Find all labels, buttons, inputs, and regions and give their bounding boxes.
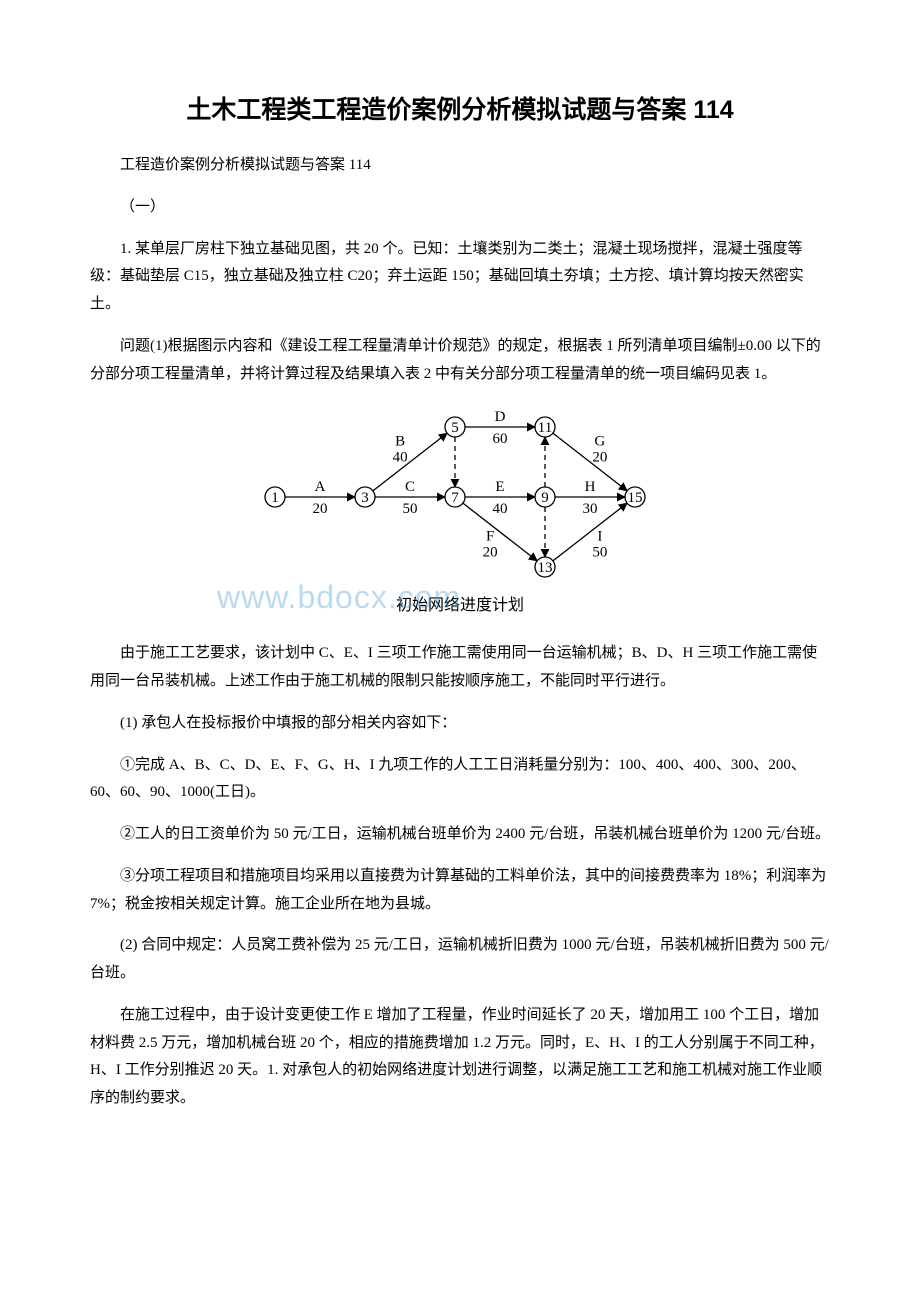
paragraph-2: 问题(1)根据图示内容和《建设工程工程量清单计价规范》的规定，根据表 1 所列清… (90, 333, 830, 389)
svg-text:H: H (585, 479, 596, 495)
section-marker: （一） (90, 194, 830, 222)
svg-text:C: C (405, 479, 415, 495)
svg-text:F: F (486, 529, 494, 545)
svg-text:40: 40 (393, 450, 408, 466)
svg-text:50: 50 (403, 501, 418, 517)
svg-text:30: 30 (583, 501, 598, 517)
svg-text:初始网络进度计划: 初始网络进度计划 (396, 595, 524, 614)
svg-text:I: I (597, 529, 602, 545)
network-diagram-box: A20B40C50D60E40F20G20H30I5013579111315初始… (255, 402, 665, 622)
paragraph-6: ②工人的日工资单价为 50 元/工日，运输机械台班单价为 2400 元/台班，吊… (90, 821, 830, 849)
svg-text:15: 15 (628, 490, 643, 506)
svg-text:A: A (315, 479, 326, 495)
paragraph-5: ①完成 A、B、C、D、E、F、G、H、I 九项工作的人工工日消耗量分别为：10… (90, 752, 830, 808)
network-diagram-container: A20B40C50D60E40F20G20H30I5013579111315初始… (90, 402, 830, 622)
svg-text:1: 1 (271, 490, 279, 506)
paragraph-8: (2) 合同中规定：人员窝工费补偿为 25 元/工日，运输机械折旧费为 1000… (90, 932, 830, 988)
paragraph-7: ③分项工程项目和措施项目均采用以直接费为计算基础的工料单价法，其中的间接费费率为… (90, 863, 830, 919)
network-diagram: A20B40C50D60E40F20G20H30I5013579111315初始… (255, 402, 665, 617)
paragraph-3: 由于施工工艺要求，该计划中 C、E、I 三项工作施工需使用同一台运输机械；B、D… (90, 640, 830, 696)
paragraph-1: 1. 某单层厂房柱下独立基础见图，共 20 个。已知：土壤类别为二类土；混凝土现… (90, 236, 830, 319)
svg-text:G: G (594, 434, 605, 450)
svg-text:3: 3 (361, 490, 369, 506)
paragraph-9: 在施工过程中，由于设计变更使工作 E 增加了工程量，作业时间延长了 20 天，增… (90, 1002, 830, 1113)
svg-text:B: B (395, 434, 405, 450)
svg-text:E: E (495, 479, 504, 495)
svg-text:11: 11 (538, 420, 552, 436)
svg-text:60: 60 (493, 431, 508, 447)
svg-text:20: 20 (313, 501, 328, 517)
svg-text:7: 7 (451, 490, 459, 506)
page-title: 土木工程类工程造价案例分析模拟试题与答案 114 (90, 90, 830, 126)
subtitle-line: 工程造价案例分析模拟试题与答案 114 (90, 152, 830, 180)
svg-text:9: 9 (541, 490, 549, 506)
svg-text:50: 50 (592, 545, 607, 561)
svg-text:13: 13 (538, 560, 553, 576)
svg-text:20: 20 (592, 450, 607, 466)
svg-text:5: 5 (451, 420, 459, 436)
svg-text:20: 20 (483, 545, 498, 561)
svg-text:D: D (495, 409, 506, 425)
paragraph-4: (1) 承包人在投标报价中填报的部分相关内容如下： (90, 710, 830, 738)
svg-text:40: 40 (493, 501, 508, 517)
